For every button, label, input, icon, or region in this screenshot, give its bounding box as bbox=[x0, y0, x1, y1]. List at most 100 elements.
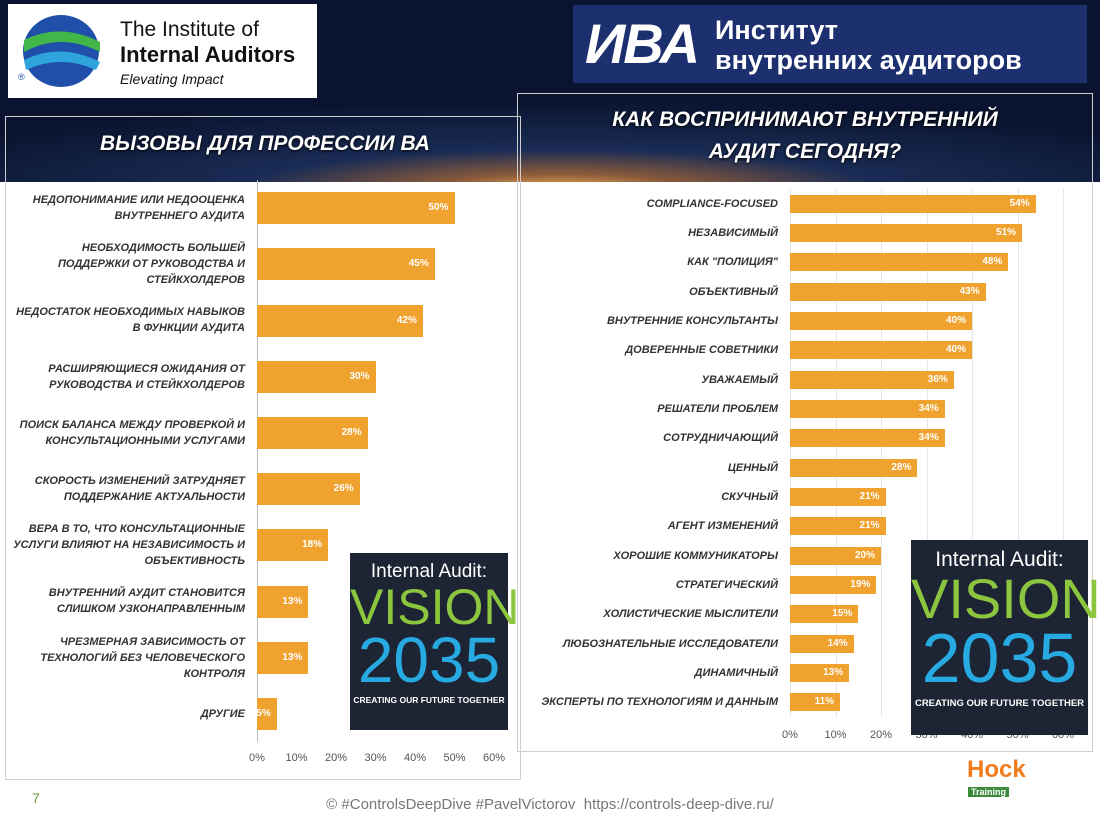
bar bbox=[257, 473, 360, 506]
bar bbox=[257, 641, 309, 674]
value-label: 15% bbox=[832, 608, 853, 620]
bar bbox=[790, 605, 859, 624]
bar bbox=[257, 697, 277, 730]
grid-line bbox=[1063, 189, 1064, 717]
vision-slogan: CREATING OUR FUTURE TOGETHER bbox=[353, 695, 505, 705]
category-label: УВАЖАЕМЫЙ bbox=[701, 373, 778, 386]
category-label: СКОРОСТЬ ИЗМЕНЕНИЙ ЗАТРУДНЯЕТ ПОДДЕРЖАНИ… bbox=[34, 475, 245, 504]
vision-year: 2035 bbox=[921, 619, 1078, 697]
category-label: ДОВЕРЕННЫЕ СОВЕТНИКИ bbox=[625, 344, 778, 357]
category-label: СОТРУДНИЧАЮЩИЙ bbox=[663, 432, 778, 445]
x-tick-label: 50% bbox=[443, 752, 466, 764]
category-label: ДРУГИЕ bbox=[200, 707, 245, 720]
x-tick-label: 20% bbox=[869, 729, 893, 741]
category-label: АГЕНТ ИЗМЕНЕНИЙ bbox=[667, 520, 778, 533]
bar bbox=[790, 546, 881, 565]
category-label: ХОРОШИЕ КОММУНИКАТОРЫ bbox=[613, 549, 778, 562]
x-tick-label: 40% bbox=[403, 752, 427, 764]
category-label: КАК "ПОЛИЦИЯ" bbox=[687, 256, 778, 269]
x-tick-label: 0% bbox=[782, 729, 798, 741]
chart-title: КАК ВОСПРИНИМАЮТ ВНУТРЕННИЙ АУДИТ СЕГОДН… bbox=[612, 108, 998, 163]
vision-slogan: CREATING OUR FUTURE TOGETHER bbox=[914, 698, 1085, 709]
category-label: ВЕРА В ТО, ЧТО КОНСУЛЬТАЦИОННЫЕ УСЛУГИ В… bbox=[13, 523, 245, 568]
value-label: 13% bbox=[282, 595, 303, 607]
chart-title: ВЫЗОВЫ ДЛЯ ПРОФЕССИИ ВА bbox=[100, 132, 430, 155]
iia-logo: ® The Institute of Internal Auditors Ele… bbox=[8, 4, 317, 98]
x-tick-label: 60% bbox=[482, 752, 506, 764]
left-panel bbox=[5, 116, 521, 780]
bar bbox=[790, 429, 945, 448]
value-label: 36% bbox=[927, 373, 948, 385]
iia-line1: The Institute of bbox=[120, 18, 259, 41]
category-label: ЧРЕЗМЕРНАЯ ЗАВИСИМОСТЬ ОТ ТЕХНОЛОГИЙ БЕЗ… bbox=[40, 635, 245, 680]
bar bbox=[257, 360, 376, 393]
vision-year: 2035 bbox=[357, 624, 501, 696]
value-label: 40% bbox=[945, 344, 966, 356]
category-label: ПОИСК БАЛАНСА МЕЖДУ ПРОВЕРКОЙ И КОНСУЛЬТ… bbox=[19, 418, 245, 447]
bar bbox=[790, 282, 986, 301]
bar bbox=[257, 416, 368, 449]
x-tick-label: 10% bbox=[285, 752, 308, 764]
bar bbox=[790, 312, 972, 330]
bar bbox=[257, 585, 309, 618]
category-label: COMPLIANCE-FOCUSED bbox=[646, 197, 778, 210]
iva-line2: внутренних аудиторов bbox=[715, 45, 1022, 75]
category-label: ОБЪЕКТИВНЫЙ bbox=[689, 285, 778, 298]
bar bbox=[790, 370, 954, 389]
value-label: 51% bbox=[996, 227, 1017, 238]
category-label: ЭКСПЕРТЫ ПО ТЕХНОЛОГИЯМ И ДАННЫМ bbox=[541, 696, 778, 709]
value-label: 11% bbox=[814, 696, 835, 708]
bar bbox=[790, 693, 841, 712]
value-label: 21% bbox=[859, 491, 880, 502]
vision-word: VISION bbox=[350, 579, 520, 635]
value-label: 43% bbox=[959, 285, 980, 297]
grid-line bbox=[926, 189, 928, 717]
x-tick-label: 20% bbox=[324, 752, 348, 764]
bar bbox=[790, 400, 945, 418]
hock-training: Training bbox=[968, 787, 1010, 797]
bar bbox=[790, 576, 877, 594]
value-label: 34% bbox=[918, 432, 939, 444]
footer-credit: © #ControlsDeepDive #PavelVictorov https… bbox=[326, 796, 774, 813]
bar bbox=[257, 304, 423, 337]
bar bbox=[790, 488, 886, 506]
value-label: 28% bbox=[341, 426, 362, 438]
category-label: НЕЗАВИСИМЫЙ bbox=[688, 226, 778, 239]
hock-logo: Hock bbox=[967, 756, 1026, 783]
value-label: 42% bbox=[396, 314, 417, 326]
bar bbox=[790, 194, 1036, 213]
bar bbox=[790, 341, 972, 360]
value-label: 48% bbox=[982, 256, 1003, 268]
x-tick-label: 30% bbox=[364, 752, 387, 764]
category-label: ЛЮБОЗНАТЕЛЬНЫЕ ИССЛЕДОВАТЕЛИ bbox=[562, 637, 778, 650]
value-label: 45% bbox=[408, 258, 429, 270]
vision-word: VISION bbox=[911, 567, 1100, 630]
category-label: ДИНАМИЧНЫЙ bbox=[694, 666, 778, 679]
value-label: 13% bbox=[823, 667, 844, 678]
value-label: 30% bbox=[349, 370, 370, 382]
vision-badge: Internal Audit: VISION 2035 CREATING OUR… bbox=[350, 553, 520, 730]
value-label: 26% bbox=[333, 483, 354, 495]
value-label: 20% bbox=[854, 549, 875, 561]
right-panel bbox=[517, 93, 1093, 752]
grid-line bbox=[972, 189, 973, 717]
category-label: РАСШИРЯЮЩИЕСЯ ОЖИДАНИЯ ОТ РУКОВОДСТВА И … bbox=[48, 362, 245, 391]
category-label: СТРАТЕГИЧЕСКИЙ bbox=[675, 578, 778, 591]
value-label: 28% bbox=[891, 461, 912, 473]
vision-badge: Internal Audit: VISION 2035 CREATING OUR… bbox=[911, 540, 1100, 735]
category-label: ВНУТРЕННИЕ КОНСУЛЬТАНТЫ bbox=[606, 314, 778, 327]
grid-line bbox=[790, 189, 791, 717]
category-label: НЕДОСТАТОК НЕОБХОДИМЫХ НАВЫКОВ В ФУНКЦИИ… bbox=[16, 306, 245, 335]
value-label: 5% bbox=[256, 707, 271, 719]
iia-line2: Internal Auditors bbox=[120, 42, 296, 67]
value-label: 13% bbox=[282, 651, 303, 663]
bar bbox=[790, 664, 850, 682]
category-label: СКУЧНЫЙ bbox=[721, 490, 778, 503]
iia-globe bbox=[23, 15, 100, 87]
value-label: 18% bbox=[302, 539, 323, 551]
vision-line1: Internal Audit: bbox=[935, 548, 1064, 571]
category-label: ЦЕННЫЙ bbox=[727, 461, 778, 474]
iva-logo: ИВА Институт внутренних аудиторов bbox=[573, 5, 1087, 83]
category-label: НЕОБХОДИМОСТЬ БОЛЬШЕЙ ПОДДЕРЖКИ ОТ РУКОВ… bbox=[58, 242, 245, 287]
